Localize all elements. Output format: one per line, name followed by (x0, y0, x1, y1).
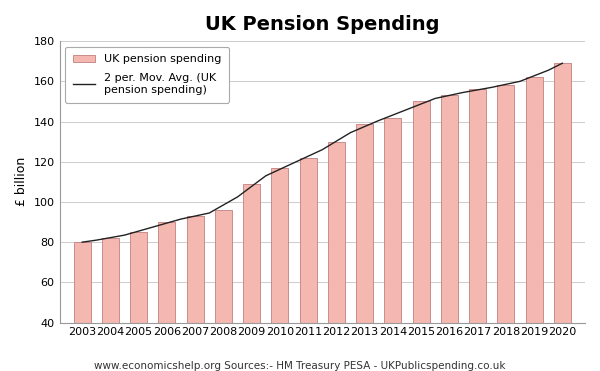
Bar (328, 142, 345, 371)
Bar (74, 242, 91, 371)
Bar (130, 232, 147, 371)
Bar (102, 238, 119, 371)
Bar (441, 95, 458, 371)
Bar (356, 124, 373, 371)
Bar (187, 216, 203, 371)
Bar (299, 158, 317, 371)
Bar (243, 184, 260, 371)
Bar (497, 85, 514, 371)
Bar (158, 222, 175, 371)
Bar (413, 101, 430, 371)
Bar (271, 168, 289, 371)
Bar (385, 118, 401, 371)
Bar (526, 77, 542, 371)
Y-axis label: £ billion: £ billion (15, 157, 28, 207)
Bar (554, 63, 571, 371)
Text: www.economicshelp.org Sources:- HM Treasury PESA - UKPublicspending.co.uk: www.economicshelp.org Sources:- HM Treas… (94, 361, 506, 371)
Bar (215, 210, 232, 371)
Bar (469, 89, 486, 371)
Title: UK Pension Spending: UK Pension Spending (205, 15, 440, 34)
Legend: UK pension spending, 2 per. Mov. Avg. (UK
pension spending): UK pension spending, 2 per. Mov. Avg. (U… (65, 47, 229, 103)
